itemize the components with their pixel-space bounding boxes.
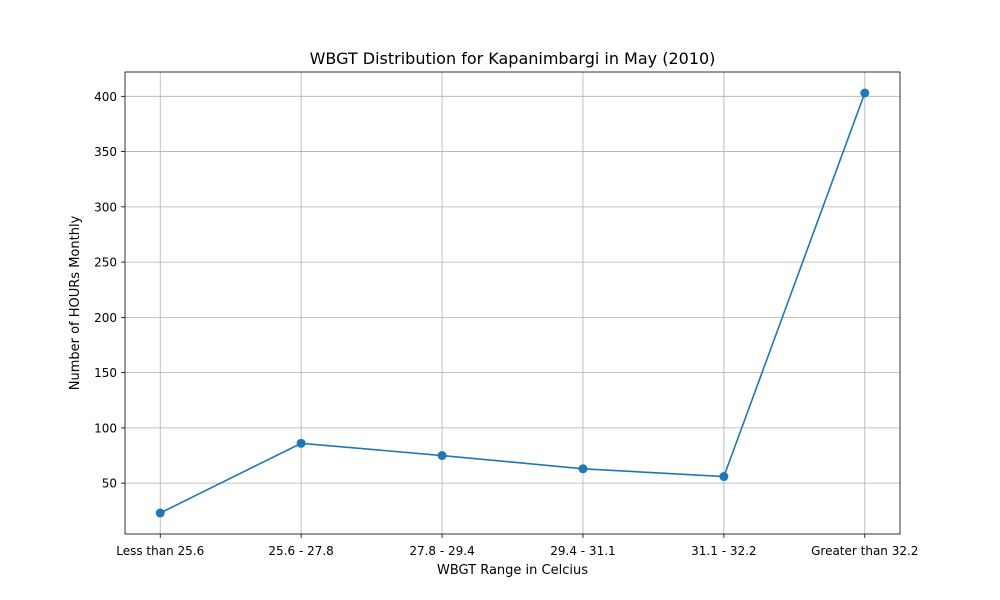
data-point <box>437 451 447 461</box>
x-axis-label: WBGT Range in Celcius <box>437 563 588 578</box>
tick-layer: Less than 25.6 25.6 - 27.8 27.8 - 29.4 29.4… <box>94 90 918 558</box>
plot-frame <box>124 71 901 535</box>
data-point <box>719 472 729 482</box>
chart-title: WBGT Distribution for Kapanimbargi in Ma… <box>310 49 716 68</box>
y-tick-label: 200 <box>94 311 117 325</box>
data-point <box>155 508 165 518</box>
y-tick-label: 150 <box>94 366 117 380</box>
y-tick-label: 300 <box>94 200 117 214</box>
y-tick-label: 400 <box>94 90 117 104</box>
grid-layer <box>125 72 900 534</box>
y-axis-label: Number of HOURs Monthly <box>68 215 83 390</box>
y-tick-label: 50 <box>102 477 117 491</box>
x-tick-label: Less than 25.6 <box>116 544 204 558</box>
y-tick-label: 250 <box>94 256 117 270</box>
y-tick-label: 100 <box>94 421 117 435</box>
series-line <box>159 92 866 514</box>
data-point <box>296 438 306 448</box>
x-tick-label: 25.6 - 27.8 <box>268 544 333 558</box>
x-tick-label: 29.4 - 31.1 <box>550 544 615 558</box>
y-tick-label: 350 <box>94 145 117 159</box>
x-tick-label: 27.8 - 29.4 <box>409 544 474 558</box>
data-point <box>578 464 588 474</box>
series-layer <box>155 88 870 518</box>
x-tick-label: Greater than 32.2 <box>811 544 918 558</box>
x-tick-label: 31.1 - 32.2 <box>691 544 756 558</box>
data-point <box>860 88 870 98</box>
